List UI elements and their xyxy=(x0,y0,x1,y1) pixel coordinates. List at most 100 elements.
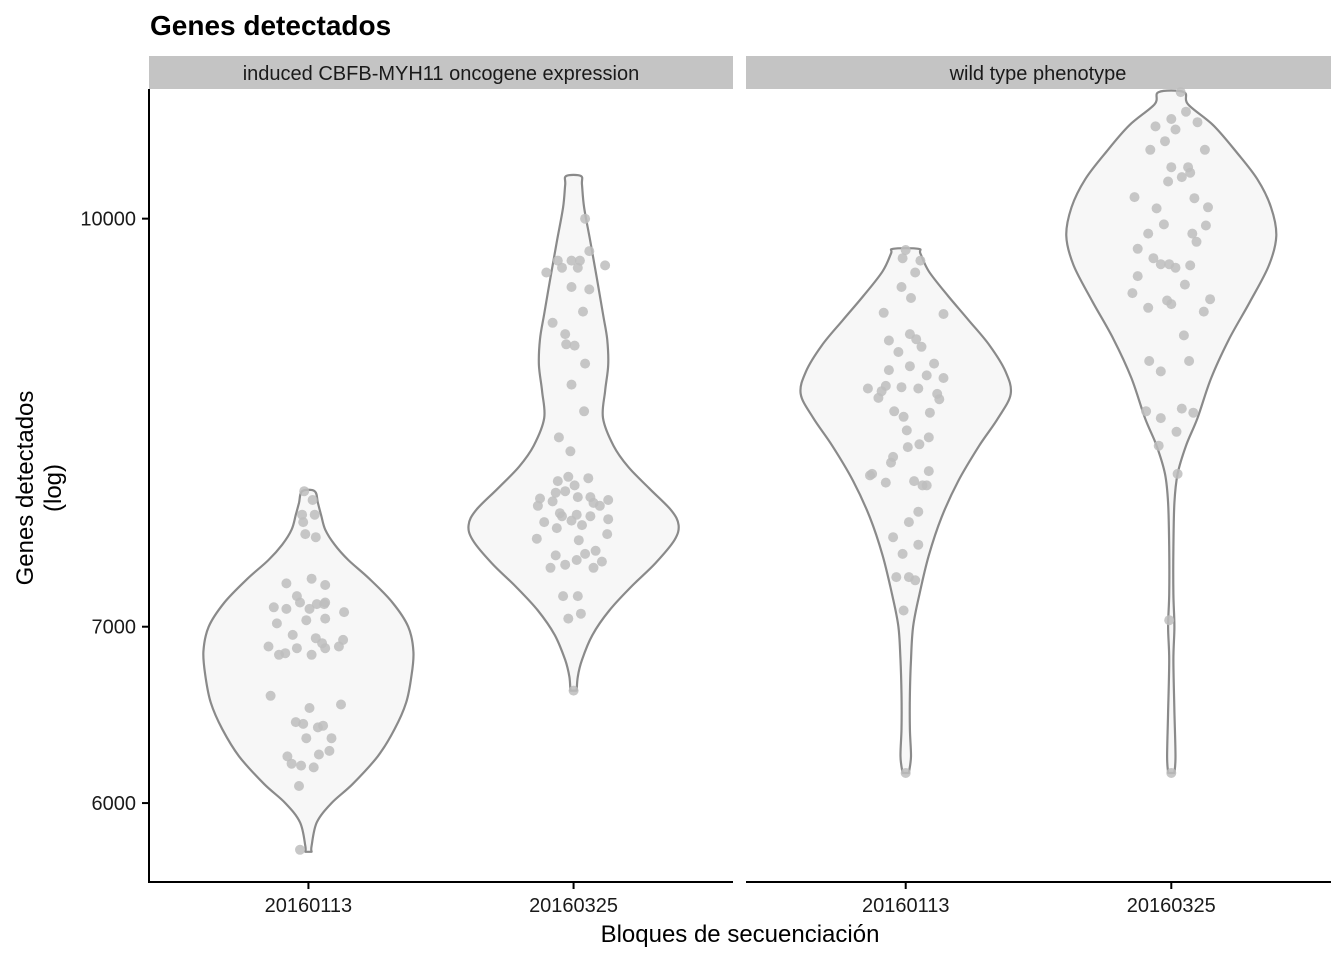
data-point xyxy=(923,466,934,477)
data-point xyxy=(1185,260,1196,271)
data-point xyxy=(294,781,304,791)
data-point xyxy=(584,246,595,257)
data-point xyxy=(580,358,591,369)
data-point xyxy=(268,602,279,613)
data-point xyxy=(568,685,579,696)
violin-wild-type-20160325 xyxy=(1065,89,1278,775)
data-point xyxy=(888,532,899,543)
data-point xyxy=(552,476,563,487)
data-point xyxy=(301,615,312,626)
data-point xyxy=(563,613,574,624)
data-point xyxy=(571,509,582,520)
data-point xyxy=(566,379,577,390)
data-point xyxy=(1192,117,1203,128)
data-point xyxy=(299,486,310,497)
data-point xyxy=(297,509,308,520)
data-point xyxy=(574,255,585,266)
violin-induced-20160325 xyxy=(467,173,680,692)
y-tick-label: 7000 xyxy=(92,617,137,639)
strip-wild-type xyxy=(746,56,1331,89)
data-point xyxy=(308,762,319,773)
data-point xyxy=(320,613,331,624)
data-point xyxy=(336,699,346,710)
data-point xyxy=(903,517,914,528)
data-point xyxy=(310,532,321,543)
data-point xyxy=(1155,259,1166,270)
data-point xyxy=(897,548,908,559)
data-point xyxy=(1155,413,1166,424)
data-point xyxy=(913,506,924,517)
data-point xyxy=(265,690,276,701)
data-point xyxy=(862,383,873,394)
strip-label-induced: induced CBFB-MYH11 oncogene expression xyxy=(243,63,640,85)
x-ticks: 20160113 20160325 20160113 20160325 xyxy=(265,882,1216,917)
data-point xyxy=(313,749,324,760)
violins-layer xyxy=(202,89,1278,853)
data-point xyxy=(888,451,899,462)
data-point xyxy=(1127,288,1138,299)
data-point xyxy=(1198,306,1209,317)
data-point xyxy=(326,733,337,744)
data-point xyxy=(545,562,556,573)
data-point xyxy=(554,508,565,519)
data-point xyxy=(921,370,932,381)
data-point xyxy=(531,533,542,544)
data-point xyxy=(1205,294,1216,305)
data-point xyxy=(1191,236,1202,247)
data-point xyxy=(913,383,924,394)
x-tick-label: 20160325 xyxy=(1127,895,1216,917)
data-point xyxy=(282,751,293,762)
data-point xyxy=(584,284,595,295)
data-point xyxy=(893,347,904,357)
data-point xyxy=(1178,330,1189,341)
y-ticks: 6000 7000 10000 xyxy=(80,209,149,815)
data-point xyxy=(900,768,911,778)
data-point xyxy=(1172,468,1183,479)
data-point xyxy=(295,844,305,855)
data-point xyxy=(588,562,599,573)
data-point xyxy=(309,509,320,520)
strip-induced xyxy=(149,56,733,89)
data-point xyxy=(932,388,943,399)
data-point xyxy=(547,317,558,328)
data-point xyxy=(287,629,298,640)
data-point xyxy=(539,517,550,528)
data-point xyxy=(1132,243,1143,254)
data-point xyxy=(560,486,571,497)
data-point xyxy=(867,468,878,479)
data-point xyxy=(566,282,577,292)
data-point xyxy=(1199,144,1210,155)
data-point xyxy=(1171,426,1182,437)
data-point xyxy=(924,407,935,418)
data-point xyxy=(1200,220,1211,231)
x-axis-title: Bloques de secuenciación xyxy=(601,921,880,948)
data-point xyxy=(306,573,317,584)
data-point xyxy=(580,213,591,224)
data-point xyxy=(286,758,297,769)
data-point xyxy=(1181,106,1191,117)
data-point xyxy=(923,432,934,443)
data-point xyxy=(1164,615,1175,626)
data-point xyxy=(572,591,583,602)
data-point xyxy=(902,442,913,453)
data-point xyxy=(906,293,916,303)
data-point xyxy=(339,607,350,618)
data-point xyxy=(1189,193,1200,204)
data-point xyxy=(579,406,590,417)
data-point xyxy=(541,267,552,278)
data-point xyxy=(291,591,302,602)
data-point xyxy=(898,605,909,616)
data-point xyxy=(281,603,292,614)
data-point xyxy=(897,253,908,264)
data-point xyxy=(1155,366,1166,377)
data-point xyxy=(1187,228,1198,239)
data-point xyxy=(572,492,583,503)
data-point xyxy=(324,745,335,756)
data-point xyxy=(281,578,292,589)
data-point xyxy=(590,545,601,556)
data-point xyxy=(880,477,891,488)
data-point xyxy=(311,599,322,610)
points-layer xyxy=(263,87,1216,855)
data-point xyxy=(304,703,315,713)
data-point xyxy=(602,529,613,540)
